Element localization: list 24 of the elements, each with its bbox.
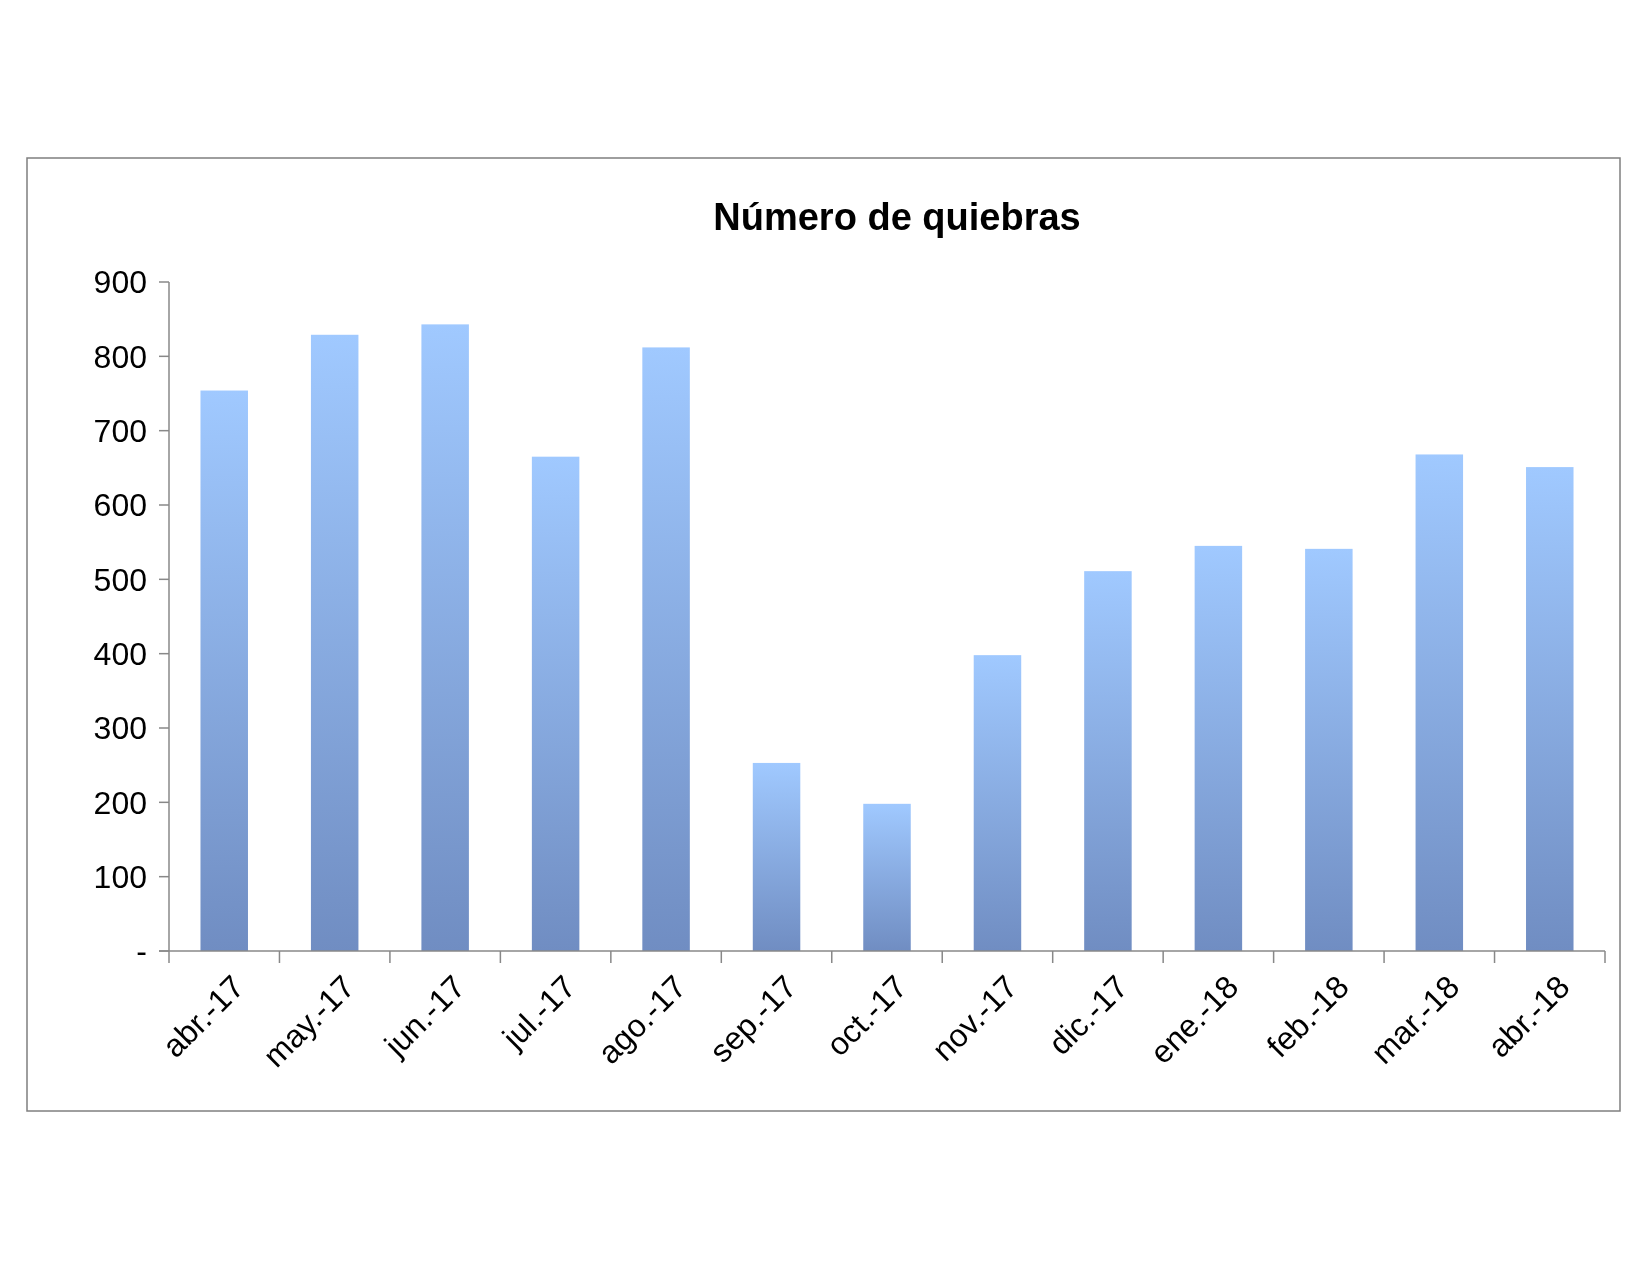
bar bbox=[1526, 467, 1574, 951]
bar bbox=[310, 334, 359, 951]
y-tick-label: - bbox=[136, 933, 147, 970]
y-tick-label: 600 bbox=[93, 487, 147, 524]
y-tick-label: 200 bbox=[93, 784, 147, 821]
bar bbox=[1305, 548, 1353, 951]
bar bbox=[973, 655, 1022, 951]
bar bbox=[531, 456, 580, 951]
bar bbox=[1084, 571, 1132, 951]
bar bbox=[200, 390, 248, 951]
y-tick-label: 500 bbox=[93, 561, 147, 598]
y-tick-label: 400 bbox=[93, 635, 147, 672]
chart-title: Número de quiebras bbox=[713, 196, 1081, 238]
bar bbox=[1194, 545, 1243, 951]
y-tick-label: 300 bbox=[93, 710, 147, 747]
y-tick-label: 700 bbox=[93, 412, 147, 449]
bar bbox=[752, 762, 801, 951]
bar bbox=[421, 324, 469, 951]
bar bbox=[642, 347, 690, 951]
bar bbox=[1415, 454, 1464, 951]
bar bbox=[863, 803, 911, 951]
y-tick-label: 800 bbox=[93, 338, 147, 375]
y-tick-label: 900 bbox=[93, 264, 147, 301]
y-tick-label: 100 bbox=[93, 858, 147, 895]
